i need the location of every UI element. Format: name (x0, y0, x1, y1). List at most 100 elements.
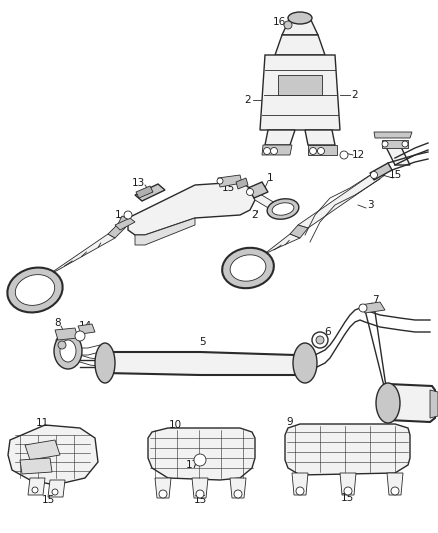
Polygon shape (374, 132, 412, 138)
Polygon shape (275, 35, 325, 55)
Polygon shape (370, 163, 392, 180)
Ellipse shape (288, 12, 312, 24)
Circle shape (359, 304, 367, 312)
Circle shape (264, 148, 271, 155)
Polygon shape (135, 218, 195, 245)
Text: 15: 15 (340, 493, 353, 503)
Polygon shape (305, 130, 335, 145)
Text: 8: 8 (55, 318, 61, 328)
Text: 15: 15 (221, 183, 235, 193)
Circle shape (58, 341, 66, 349)
Circle shape (32, 487, 38, 493)
Text: 1: 1 (267, 173, 273, 183)
Circle shape (284, 21, 292, 29)
Text: 17: 17 (185, 460, 198, 470)
Polygon shape (387, 473, 403, 495)
Polygon shape (360, 302, 385, 313)
Circle shape (340, 151, 348, 159)
Text: 15: 15 (41, 495, 55, 505)
Polygon shape (236, 178, 248, 189)
Circle shape (217, 178, 223, 184)
Ellipse shape (60, 340, 76, 362)
Polygon shape (250, 188, 280, 215)
Circle shape (371, 172, 378, 179)
Polygon shape (263, 234, 300, 255)
Text: 1: 1 (115, 210, 121, 220)
Text: 6: 6 (325, 327, 331, 337)
Text: 12: 12 (351, 150, 364, 160)
Polygon shape (382, 140, 408, 148)
Text: 2: 2 (352, 90, 358, 100)
Polygon shape (25, 440, 60, 460)
Text: 4: 4 (55, 335, 61, 345)
Circle shape (318, 148, 325, 155)
Text: 2: 2 (252, 210, 258, 220)
Circle shape (310, 148, 317, 155)
Polygon shape (230, 478, 246, 498)
Polygon shape (265, 130, 295, 145)
Ellipse shape (95, 343, 115, 383)
Polygon shape (115, 218, 135, 230)
Circle shape (196, 490, 204, 498)
Circle shape (194, 454, 206, 466)
Circle shape (52, 489, 58, 495)
Polygon shape (290, 225, 308, 238)
Text: 15: 15 (193, 495, 207, 505)
Polygon shape (136, 186, 153, 198)
Polygon shape (282, 18, 318, 35)
Text: 7: 7 (372, 295, 378, 305)
Polygon shape (78, 324, 95, 334)
Text: 11: 11 (35, 418, 49, 428)
Polygon shape (108, 224, 125, 238)
Polygon shape (308, 145, 337, 155)
Circle shape (402, 141, 408, 147)
Ellipse shape (15, 274, 55, 305)
Polygon shape (192, 478, 208, 498)
Polygon shape (48, 234, 115, 275)
Polygon shape (28, 478, 45, 495)
Circle shape (124, 211, 132, 219)
Polygon shape (20, 458, 52, 474)
Text: 16: 16 (272, 17, 286, 27)
Polygon shape (135, 184, 165, 201)
Ellipse shape (7, 268, 63, 312)
Text: 10: 10 (169, 420, 182, 430)
Text: 13: 13 (131, 178, 145, 188)
Ellipse shape (267, 199, 299, 219)
Polygon shape (278, 75, 322, 95)
Circle shape (234, 490, 242, 498)
Ellipse shape (222, 248, 274, 288)
Text: 9: 9 (287, 417, 293, 427)
Polygon shape (262, 145, 292, 155)
Ellipse shape (376, 383, 400, 423)
Ellipse shape (293, 343, 317, 383)
Polygon shape (218, 175, 242, 187)
Polygon shape (118, 216, 130, 228)
Text: 3: 3 (367, 200, 373, 210)
Polygon shape (340, 473, 356, 495)
Circle shape (296, 487, 304, 495)
Polygon shape (148, 428, 255, 480)
Polygon shape (48, 480, 65, 497)
Polygon shape (385, 384, 435, 422)
Polygon shape (285, 424, 410, 475)
Circle shape (271, 148, 278, 155)
Polygon shape (8, 425, 98, 485)
Polygon shape (55, 328, 78, 340)
Circle shape (316, 336, 324, 344)
Circle shape (247, 189, 254, 196)
Ellipse shape (230, 255, 266, 281)
Circle shape (391, 487, 399, 495)
Ellipse shape (54, 333, 82, 369)
Polygon shape (298, 172, 385, 228)
Polygon shape (260, 55, 340, 130)
Text: 15: 15 (389, 170, 402, 180)
Polygon shape (385, 145, 410, 165)
Polygon shape (292, 473, 308, 495)
Polygon shape (155, 478, 171, 498)
Polygon shape (430, 390, 438, 418)
Circle shape (75, 331, 85, 341)
Circle shape (159, 490, 167, 498)
Text: 2: 2 (245, 95, 251, 105)
Polygon shape (100, 352, 310, 375)
